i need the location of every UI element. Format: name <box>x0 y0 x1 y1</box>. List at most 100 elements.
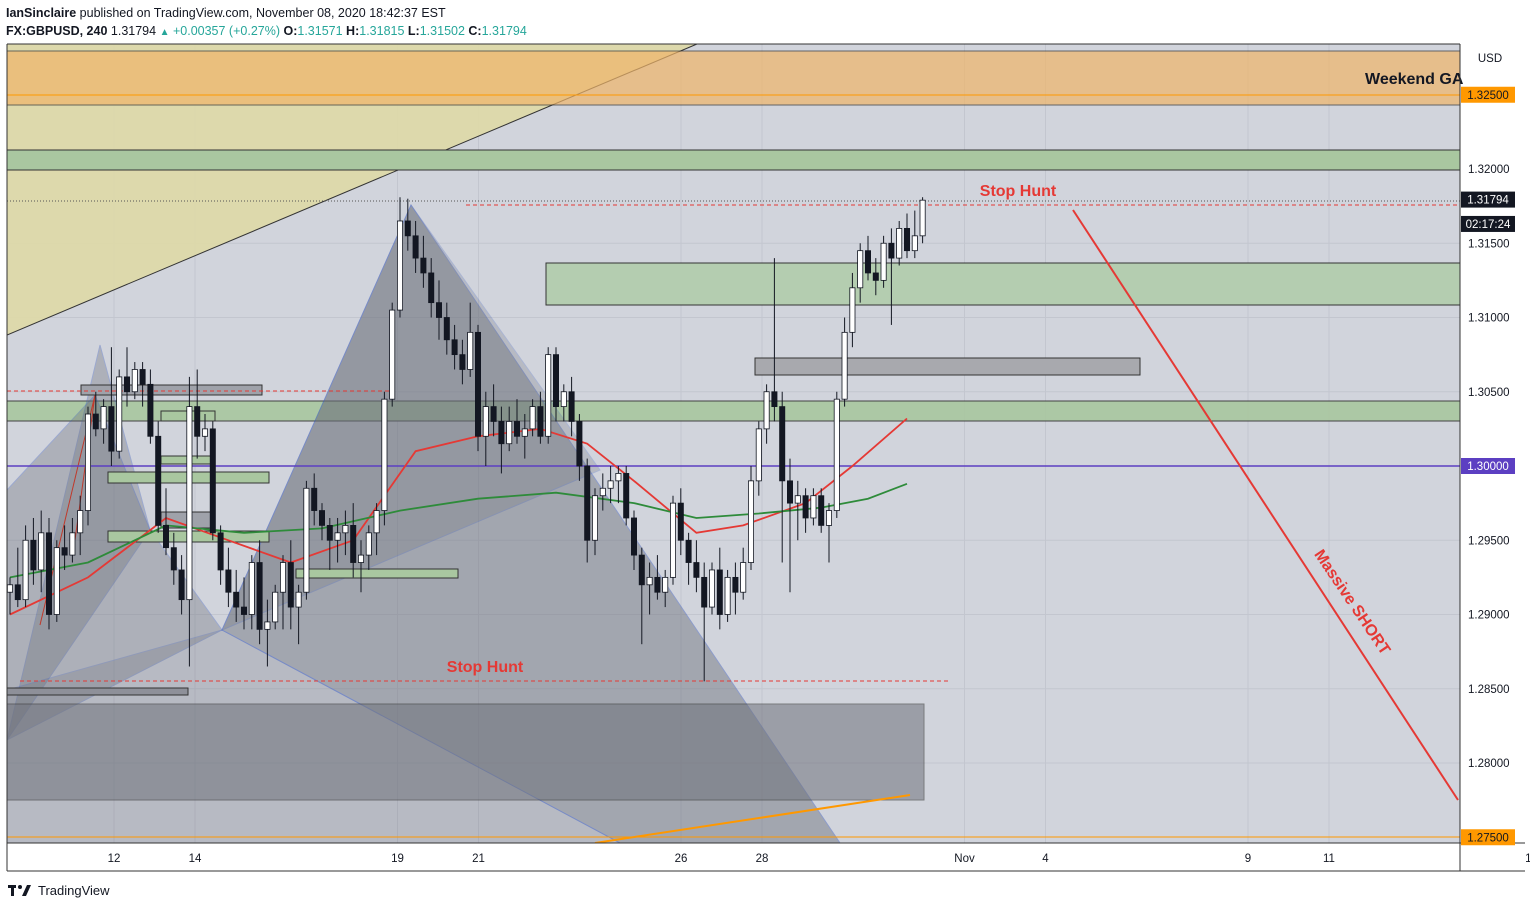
candle <box>779 391 786 563</box>
candle <box>880 235 887 288</box>
tradingview-logo-icon[interactable] <box>8 883 32 897</box>
price-tag: 1.31794 <box>1461 191 1515 208</box>
candle <box>849 272 856 348</box>
candle-body <box>615 473 622 482</box>
currency-label: USD <box>1478 53 1502 65</box>
candle <box>670 495 677 585</box>
price-tag-bg <box>1461 458 1515 474</box>
candle <box>709 562 716 615</box>
price-tag-bg <box>1461 191 1515 208</box>
candle-body <box>334 532 341 541</box>
pattern-triangle-d <box>221 203 601 631</box>
candle <box>888 228 895 325</box>
candles <box>7 197 926 682</box>
candle-body <box>116 376 123 452</box>
candle-body <box>162 525 169 549</box>
candle-body <box>709 569 716 608</box>
candle <box>428 258 435 318</box>
high-label: H: <box>346 24 360 38</box>
candle <box>350 503 357 578</box>
candle-body <box>201 428 208 437</box>
price-tag: 1.27500 <box>1461 829 1515 846</box>
candle <box>857 243 864 303</box>
pattern-triangle-b <box>7 394 223 741</box>
price-tag-text: 02:17:24 <box>1466 219 1511 231</box>
candle <box>53 540 60 622</box>
candle-body <box>350 525 357 563</box>
candle-body <box>849 287 856 333</box>
weekend-gap-zone <box>7 50 1460 106</box>
candle-body <box>857 250 864 289</box>
candle-body <box>779 406 786 482</box>
candle <box>623 466 630 526</box>
candle-body <box>599 487 606 497</box>
candle-body <box>209 428 216 534</box>
box-1 <box>80 384 263 396</box>
y-tick-label: 1.30500 <box>1468 387 1510 399</box>
x-tick-label: Nov <box>954 853 975 865</box>
author-name[interactable]: IanSinclaire <box>6 6 77 20</box>
candle <box>459 339 466 385</box>
candle <box>248 555 255 630</box>
candle-body <box>654 576 661 593</box>
candle-body <box>139 369 146 385</box>
candle-body <box>880 242 887 281</box>
y-tick-label: 1.31000 <box>1468 313 1510 325</box>
candle-body <box>61 547 68 556</box>
chart-header: IanSinclaire published on TradingView.co… <box>6 4 1486 44</box>
candle-body <box>272 591 279 623</box>
candle-body <box>833 398 840 511</box>
candle-body <box>124 376 131 393</box>
candle <box>872 258 879 296</box>
candle <box>373 503 380 556</box>
candle-body <box>131 369 138 393</box>
candle <box>701 562 708 682</box>
price-tag-text: 1.31794 <box>1467 195 1509 207</box>
candle <box>170 532 177 585</box>
candle <box>592 488 599 556</box>
candle-body <box>311 487 318 511</box>
price-tag-bg <box>1461 215 1515 232</box>
published-text: published on TradingView.com, November 0… <box>79 6 446 20</box>
candle-body <box>69 532 76 556</box>
candle <box>217 525 224 585</box>
candle-body <box>677 502 684 541</box>
candle-body <box>911 235 918 252</box>
symbol-label[interactable]: FX:GBPUSD, 240 <box>6 24 108 38</box>
candle <box>771 258 778 422</box>
time-axis[interactable]: 121419212628Nov491116182325 <box>108 853 1530 865</box>
candle-body <box>607 480 614 489</box>
candle <box>560 384 567 422</box>
candle-body <box>802 495 809 519</box>
tradingview-brand[interactable]: TradingView <box>38 882 110 898</box>
candle <box>576 414 583 481</box>
candle-body <box>373 510 380 534</box>
candle <box>256 540 263 645</box>
candle-body <box>818 495 825 526</box>
candle-body <box>435 302 442 318</box>
y-tick-label: 1.28000 <box>1468 758 1510 770</box>
candle-body <box>155 435 162 526</box>
candle-body <box>623 473 630 519</box>
candle <box>295 584 302 645</box>
candle <box>22 525 29 608</box>
x-tick-label: 28 <box>756 853 769 865</box>
y-tick-label: 1.32000 <box>1468 164 1510 176</box>
candle-body <box>420 257 427 274</box>
candle-body <box>194 406 201 437</box>
candle-body <box>638 554 645 586</box>
candle <box>896 220 903 266</box>
candle-body <box>404 220 411 237</box>
short-projection-line <box>1072 209 1459 801</box>
candle-body <box>896 227 903 259</box>
price-axis[interactable]: 1.32000 1.31500 1.31000 1.30500 1.29500 1.290… <box>1468 164 1510 770</box>
candle <box>303 480 310 600</box>
candle <box>85 406 92 526</box>
candle <box>264 599 271 667</box>
candle <box>396 197 403 318</box>
candle-body <box>662 576 669 593</box>
candle <box>233 569 240 622</box>
candle <box>537 391 544 444</box>
y-tick-label: 1.28500 <box>1468 684 1510 696</box>
